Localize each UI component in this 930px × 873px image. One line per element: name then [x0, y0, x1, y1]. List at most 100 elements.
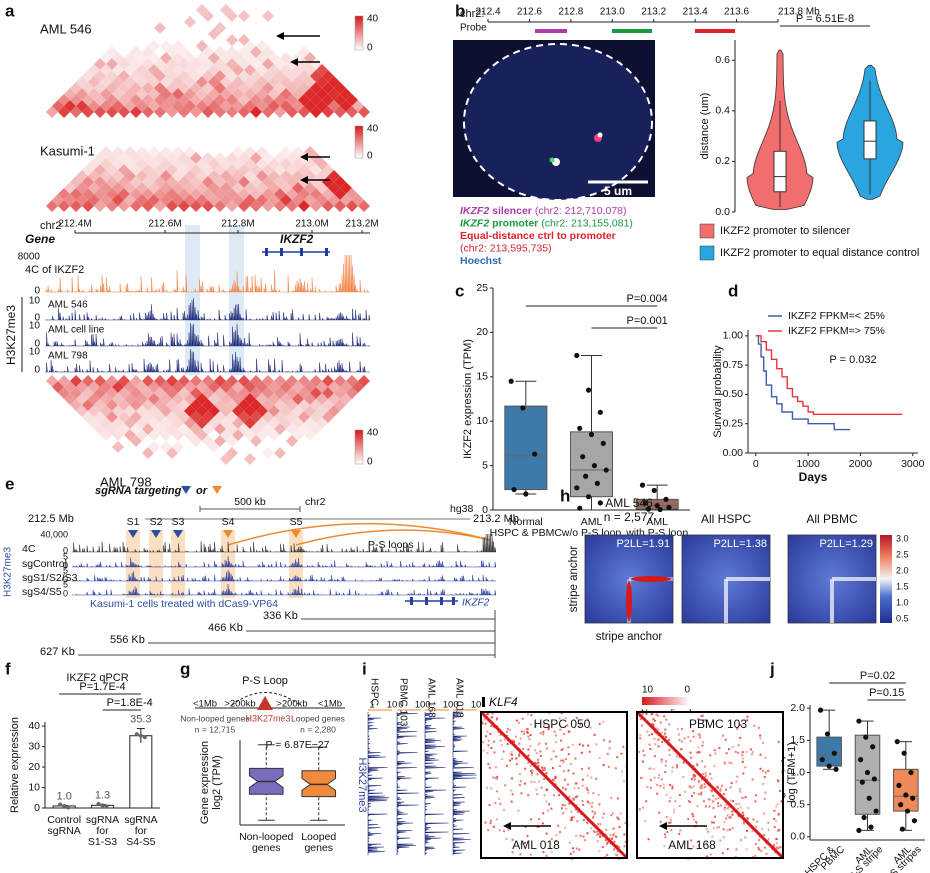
- contact: [659, 785, 662, 788]
- x-tick-label: Normal: [509, 516, 543, 528]
- exon: [425, 597, 428, 605]
- contact: [731, 810, 734, 813]
- contact: [709, 773, 712, 776]
- mark-label: H3K27me3: [356, 757, 368, 812]
- contact: [716, 802, 719, 805]
- contact: [754, 800, 757, 803]
- contact: [606, 841, 609, 844]
- contact: [764, 791, 767, 794]
- contact: [536, 773, 539, 776]
- x-tick-label: for: [96, 825, 109, 837]
- contact: [481, 722, 484, 725]
- contact: [675, 755, 678, 758]
- y-tick-label: 0.50: [723, 388, 744, 400]
- contact: [611, 837, 614, 840]
- track-label: sgS1/S2/S3: [22, 572, 78, 584]
- contact: [567, 730, 570, 733]
- contact: [657, 728, 660, 731]
- contact: [522, 747, 525, 750]
- contact: [569, 819, 572, 822]
- coverage-track: [72, 555, 497, 568]
- contact: [535, 788, 538, 791]
- contact: [587, 744, 590, 747]
- contact: [567, 769, 570, 772]
- contact: [601, 846, 604, 849]
- contact: [682, 775, 685, 778]
- coverage-track: [452, 711, 478, 856]
- contact: [605, 842, 608, 845]
- contact: [621, 770, 624, 773]
- contact: [728, 761, 731, 764]
- contact: [531, 774, 534, 777]
- map-frame: [480, 711, 628, 859]
- point: [870, 744, 876, 750]
- contact: [698, 780, 701, 783]
- diagonal: [635, 710, 785, 860]
- contact: [599, 833, 602, 836]
- replicate: [96, 801, 101, 806]
- contact: [643, 754, 646, 757]
- contact: [709, 853, 712, 856]
- contact: [484, 821, 487, 824]
- contact: [710, 789, 713, 792]
- contact: [704, 805, 707, 808]
- contact: [712, 800, 715, 803]
- contact: [716, 785, 719, 788]
- point: [899, 826, 905, 832]
- contact: [776, 842, 779, 845]
- contact: [773, 851, 776, 854]
- contact: [656, 783, 659, 786]
- contact: [594, 811, 597, 814]
- annotation: P=1.8E-4: [107, 697, 153, 709]
- contact: [702, 719, 705, 722]
- point: [871, 776, 877, 782]
- contact: [735, 803, 738, 806]
- y-tick-label: 2.0: [790, 702, 805, 714]
- contact: [713, 815, 716, 818]
- contact: [503, 738, 506, 741]
- contact: [586, 832, 589, 835]
- legend-label: IKZF2 promoter to silencer: [720, 225, 851, 237]
- legend-coord: (chr2: 212,710,078): [535, 205, 627, 217]
- contact: [511, 793, 514, 796]
- contact: [697, 793, 700, 796]
- site-highlight: [126, 530, 140, 598]
- contact: [574, 796, 577, 799]
- replicate: [104, 804, 109, 809]
- track-label: HSPC: [368, 678, 379, 706]
- contact: [560, 759, 563, 762]
- contact: [620, 752, 623, 755]
- x-tick-label: sgRNA: [48, 825, 81, 837]
- contact: [709, 798, 712, 801]
- contact: [777, 812, 780, 815]
- colorbar-label: 0.5: [896, 613, 909, 623]
- point: [577, 425, 583, 431]
- contact: [707, 830, 710, 833]
- contact: [486, 730, 489, 733]
- contact: [493, 740, 496, 743]
- contact: [703, 765, 706, 768]
- contact: [737, 751, 740, 754]
- point: [826, 763, 832, 769]
- contact: [520, 730, 523, 733]
- contact: [510, 753, 513, 756]
- contact: [744, 796, 747, 799]
- contact: [671, 786, 674, 789]
- contact: [504, 784, 507, 787]
- contact: [705, 842, 708, 845]
- contact: [505, 837, 508, 840]
- site-label: S4: [222, 516, 235, 528]
- contact: [540, 786, 543, 789]
- contact: [660, 758, 663, 761]
- contact: [498, 829, 501, 832]
- y-tick-label: 1.00: [723, 330, 744, 342]
- legend-entry: Equal-distance ctrl to promoter: [460, 230, 616, 242]
- contact: [518, 721, 521, 724]
- contact: [722, 836, 725, 839]
- contact: [668, 723, 671, 726]
- x-tick-label: Control: [47, 814, 81, 826]
- contact: [709, 789, 712, 792]
- contact: [588, 750, 591, 753]
- point: [896, 782, 902, 788]
- hic-cell: [262, 10, 274, 22]
